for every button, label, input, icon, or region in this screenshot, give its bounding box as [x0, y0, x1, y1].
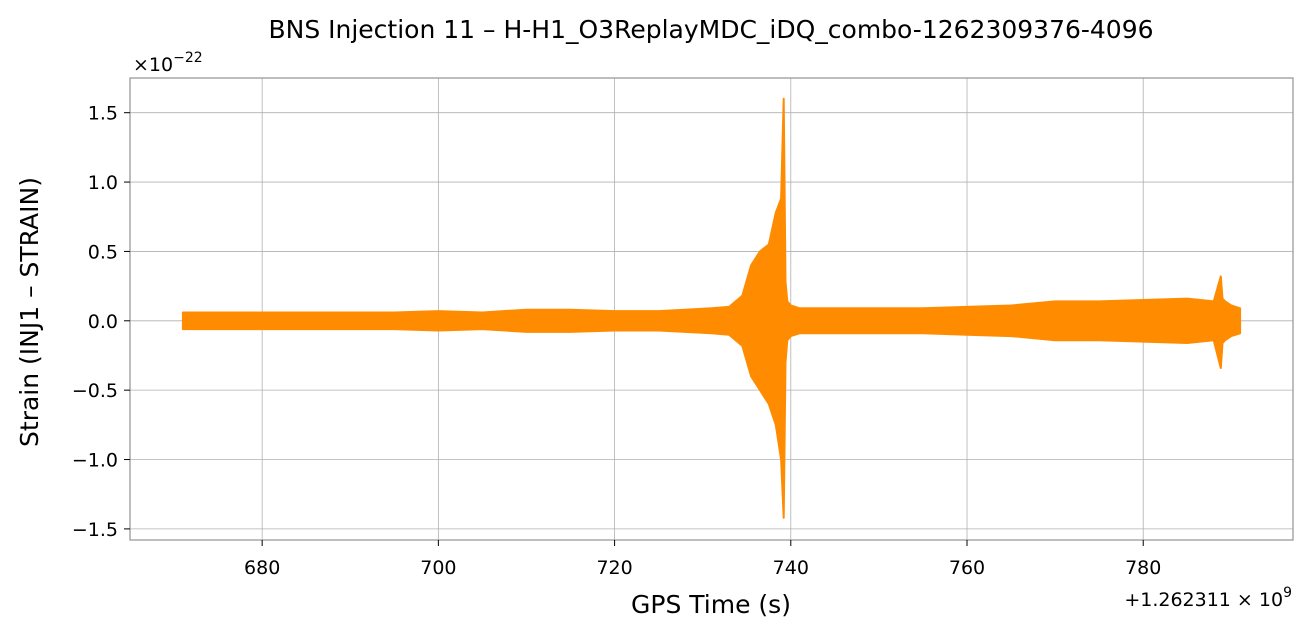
x-offset-exponent: 9 [1283, 585, 1292, 601]
x-tick-label: 760 [949, 557, 985, 579]
x-axis-label: GPS Time (s) [631, 590, 791, 619]
chart-title: BNS Injection 11 – H-H1_O3ReplayMDC_iDQ_… [268, 15, 1153, 44]
x-tick-label: 680 [244, 557, 280, 579]
strain-trace [181, 97, 1242, 519]
x-tick-label: 700 [420, 557, 456, 579]
axes-frame [129, 77, 1294, 541]
y-tick-label: 1.5 [88, 103, 118, 125]
y-axis-ticks: 1.5 1.0 0.5 0.0 −0.5 −1.0 −1.5 [72, 103, 130, 541]
x-tick-label: 720 [596, 557, 632, 579]
x-axis-ticks: 680 700 720 740 760 780 [244, 540, 1161, 579]
y-tick-label: 0.5 [88, 241, 118, 263]
y-tick-label: 1.0 [88, 172, 118, 194]
y-scale-exponent: −22 [173, 50, 203, 66]
y-tick-label: −1.0 [72, 450, 118, 472]
y-tick-label: −0.5 [72, 380, 118, 402]
y-tick-label: −1.5 [72, 519, 118, 541]
x-tick-label: 740 [773, 557, 809, 579]
y-tick-label: 0.0 [88, 311, 118, 333]
x-tick-label: 780 [1125, 557, 1161, 579]
plot-area [181, 97, 1242, 519]
y-axis-label: Strain (INJ1 – STRAIN) [15, 177, 44, 447]
x-offset-label: +1.262311 × 109 [1124, 585, 1292, 611]
y-scale-label: ×10−22 [133, 50, 203, 76]
